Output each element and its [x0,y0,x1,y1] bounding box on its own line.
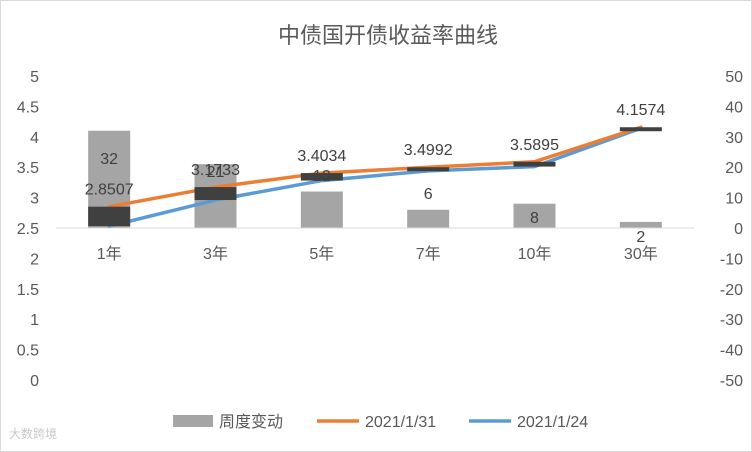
y-right-tick-label: -10 [720,251,743,268]
bar-data-label: 12 [313,168,331,185]
line-data-label: 3.5895 [510,137,559,154]
x-tick-label: 1年 [97,245,122,263]
y-left-tick-label: 0 [30,373,39,390]
y-right-tick-label: 30 [725,130,743,147]
change-box [194,187,237,201]
legend-swatch-bar [173,415,213,427]
bar-data-label: 21 [207,164,225,181]
y-left-tick-label: 2.5 [17,221,39,238]
bar-weekly-change [619,221,662,228]
y-right-tick-label: -40 [720,343,743,360]
chart-title: 中债国开债收益率曲线 [278,23,498,48]
legend-label: 2021/1/24 [517,414,588,431]
bar-weekly-change [513,203,556,228]
bar-data-label: 2 [636,229,645,246]
series-line [107,126,643,228]
line-data-label: 3.4992 [404,142,453,159]
line-data-label: 3.4034 [297,148,346,165]
bar-weekly-change [407,209,450,228]
y-left-tick-label: 3 [30,191,39,208]
y-left-tick-label: 4 [30,130,39,147]
y-right-tick-label: 50 [725,69,743,86]
y-right-tick-label: -20 [720,282,743,299]
legend-label: 周度变动 [219,413,283,431]
change-box [619,127,662,132]
x-tick-label: 7年 [416,245,441,263]
legend-label: 2021/1/31 [365,414,436,431]
y-left-tick-label: 5 [30,69,39,86]
y-right-tick-label: 40 [725,99,743,116]
bar-data-label: 32 [100,151,118,168]
change-box [300,173,343,181]
line-data-label: 4.1574 [616,102,665,119]
x-tick-label: 30年 [624,245,658,263]
line-data-label: 2.8507 [85,182,134,199]
change-box [513,161,556,167]
x-tick-label: 5年 [309,245,334,263]
bar-data-label: 6 [424,186,433,203]
line-data-label: 3.1733 [191,162,240,179]
x-tick-label: 3年 [203,245,228,263]
y-left-tick-label: 3.5 [17,160,39,177]
y-right-tick-label: 0 [734,221,743,238]
y-right-tick-label: 10 [725,191,743,208]
y-left-tick-label: 1 [30,312,39,329]
y-left-tick-label: 2 [30,251,39,268]
y-left-tick-label: 0.5 [17,343,39,360]
y-left-tick-label: 1.5 [17,282,39,299]
bar-weekly-change [300,191,343,228]
y-right-tick-label: -30 [720,312,743,329]
watermark: 大数跨境 [9,427,58,441]
y-right-tick-label: -50 [720,373,743,390]
series-line [107,125,643,209]
y-left-tick-label: 4.5 [17,99,39,116]
x-tick-label: 10年 [518,245,552,263]
change-box [407,167,450,172]
y-right-tick-label: 20 [725,160,743,177]
change-box [88,206,131,227]
bar-data-label: 8 [530,210,539,227]
